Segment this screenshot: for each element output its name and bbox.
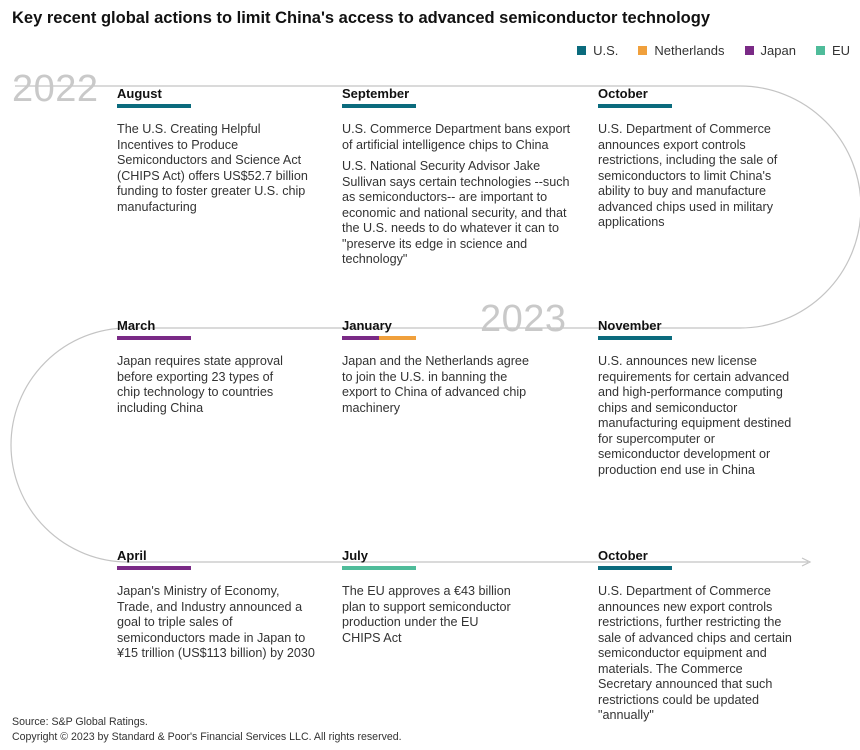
event-color-bar <box>598 104 672 108</box>
timeline-arrow-icon <box>801 557 812 567</box>
event-color-segment <box>598 336 672 340</box>
legend-item-us: U.S. <box>577 43 618 58</box>
copyright-note: Copyright © 2023 by Standard & Poor's Fi… <box>12 731 402 743</box>
event-2023-january: January Japan and the Netherlands agree … <box>342 318 542 416</box>
event-color-bar <box>117 336 191 340</box>
event-color-segment <box>598 104 672 108</box>
legend-label-eu: EU <box>831 43 850 58</box>
event-color-segment <box>342 104 416 108</box>
event-color-segment <box>342 336 379 340</box>
event-2023-november: November U.S. announces new license requ… <box>598 318 798 478</box>
event-color-segment <box>117 104 191 108</box>
legend-label-japan: Japan <box>760 43 796 58</box>
event-color-bar <box>117 104 191 108</box>
event-2022-october: October U.S. Department of Commerce anno… <box>598 86 798 231</box>
event-color-bar <box>598 336 672 340</box>
event-2023-october: October U.S. Department of Commerce anno… <box>598 548 798 724</box>
legend-swatch-eu <box>815 46 825 55</box>
event-color-segment <box>117 566 191 570</box>
event-month: November <box>598 318 662 333</box>
event-2023-july: July The EU approves a €43 billion plan … <box>342 548 517 646</box>
chart-title: Key recent global actions to limit China… <box>12 9 711 27</box>
event-paragraph: U.S. Commerce Department bans export of … <box>342 122 571 152</box>
legend-swatch-us <box>577 46 587 55</box>
source-note: Source: S&P Global Ratings. <box>12 716 148 728</box>
event-paragraph: Japan requires state approval before exp… <box>117 354 283 415</box>
event-month: October <box>598 548 648 563</box>
event-paragraph: U.S. announces new license requirements … <box>598 354 792 477</box>
event-description: The EU approves a €43 billion plan to su… <box>342 584 517 646</box>
event-description: U.S. Department of Commerce announces ne… <box>598 584 798 724</box>
event-2023-march: March Japan requires state approval befo… <box>117 318 287 416</box>
event-color-segment <box>598 566 672 570</box>
event-color-bar <box>342 336 416 340</box>
event-paragraph: The U.S. Creating Helpful Incentives to … <box>117 122 308 214</box>
legend-swatch-netherlands <box>638 46 648 55</box>
event-color-bar <box>598 566 672 570</box>
event-description: Japan requires state approval before exp… <box>117 354 287 416</box>
event-description: Japan's Ministry of Economy, Trade, and … <box>117 584 317 662</box>
event-2023-april: April Japan's Ministry of Economy, Trade… <box>117 548 317 662</box>
event-paragraph: U.S. Department of Commerce announces ex… <box>598 122 778 229</box>
event-color-bar <box>342 566 416 570</box>
event-color-segment <box>342 566 416 570</box>
timeline-line <box>10 85 860 563</box>
event-color-bar <box>342 104 416 108</box>
event-description: Japan and the Netherlands agree to join … <box>342 354 542 416</box>
year-2022-label: 2022 <box>12 68 99 110</box>
event-description: The U.S. Creating Helpful Incentives to … <box>117 122 317 215</box>
event-description: U.S. announces new license requirements … <box>598 354 798 478</box>
legend-label-netherlands: Netherlands <box>654 43 725 58</box>
event-2022-september: September U.S. Commerce Department bans … <box>342 86 572 268</box>
event-month: January <box>342 318 392 333</box>
event-month: July <box>342 548 369 563</box>
event-description: U.S. Department of Commerce announces ex… <box>598 122 798 231</box>
event-color-segment <box>117 336 191 340</box>
legend-label-us: U.S. <box>593 43 619 58</box>
year-2023-label: 2023 <box>480 298 567 340</box>
legend-item-japan: Japan <box>744 43 796 58</box>
event-paragraph: The EU approves a €43 billion plan to su… <box>342 584 511 645</box>
event-2022-august: August The U.S. Creating Helpful Incenti… <box>117 86 317 215</box>
event-paragraph: U.S. National Security Advisor Jake Sull… <box>342 159 570 266</box>
event-month: September <box>342 86 410 101</box>
legend-item-netherlands: Netherlands <box>638 43 725 58</box>
event-month: August <box>117 86 162 101</box>
event-month: April <box>117 548 147 563</box>
event-color-bar <box>117 566 191 570</box>
event-paragraph: Japan and the Netherlands agree to join … <box>342 354 529 415</box>
event-month: October <box>598 86 648 101</box>
legend-swatch-japan <box>744 46 754 55</box>
legend: U.S. Netherlands Japan EU <box>577 43 850 58</box>
legend-item-eu: EU <box>815 43 850 58</box>
event-color-segment <box>379 336 416 340</box>
event-paragraph: U.S. Department of Commerce announces ne… <box>598 584 792 722</box>
event-paragraph: Japan's Ministry of Economy, Trade, and … <box>117 584 315 660</box>
event-month: March <box>117 318 156 333</box>
event-description: U.S. Commerce Department bans export of … <box>342 122 572 268</box>
